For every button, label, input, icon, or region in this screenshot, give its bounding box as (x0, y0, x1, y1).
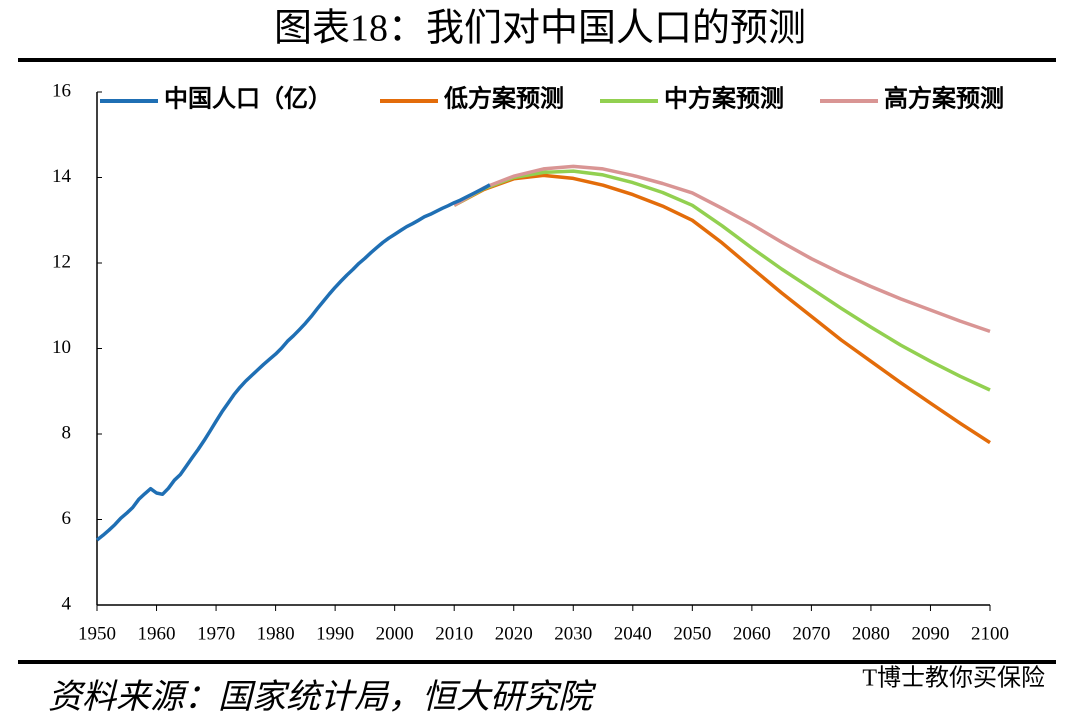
series-line (453, 173, 991, 445)
legend-label: 中国人口（亿） (164, 86, 332, 113)
x-tick-label: 2000 (376, 623, 414, 644)
x-tick-label: 1980 (257, 623, 295, 644)
x-tick-label: 2100 (971, 623, 1009, 644)
legend-label: 高方案预测 (884, 85, 1004, 113)
x-tick-label: 2050 (673, 623, 711, 644)
chart-title: 图表18：我们对中国人口的预测 (274, 8, 806, 50)
x-tick-label: 2040 (614, 623, 652, 644)
x-tick-label: 1970 (197, 623, 235, 644)
y-tick-label: 14 (52, 166, 72, 187)
watermark: T博士教你买保险 (862, 665, 1045, 692)
x-tick-label: 2090 (911, 623, 949, 644)
legend-label: 低方案预测 (443, 85, 564, 113)
bottom-rule (18, 660, 1056, 664)
x-tick-label: 2020 (495, 623, 533, 644)
series-line (453, 164, 991, 334)
x-tick-label: 1990 (316, 623, 354, 644)
y-tick-label: 8 (62, 422, 72, 443)
y-tick-label: 16 (52, 80, 71, 101)
x-tick-label: 1960 (138, 623, 176, 644)
x-tick-label: 2060 (733, 623, 771, 644)
x-tick-label: 2080 (852, 623, 890, 644)
source: 资料来源：国家统计局，恒大研究院 (48, 679, 597, 716)
series-line (453, 169, 991, 392)
y-tick-label: 4 (62, 593, 72, 614)
x-tick-label: 2030 (554, 623, 592, 644)
y-tick-label: 12 (52, 251, 71, 272)
x-tick-label: 2070 (792, 623, 830, 644)
y-tick-label: 6 (62, 508, 72, 529)
legend-label: 中方案预测 (664, 85, 784, 113)
y-tick-label: 10 (52, 337, 71, 358)
series-line (95, 183, 491, 542)
top-rule (18, 58, 1056, 62)
x-tick-label: 2010 (435, 623, 473, 644)
x-tick-label: 1950 (78, 623, 116, 644)
